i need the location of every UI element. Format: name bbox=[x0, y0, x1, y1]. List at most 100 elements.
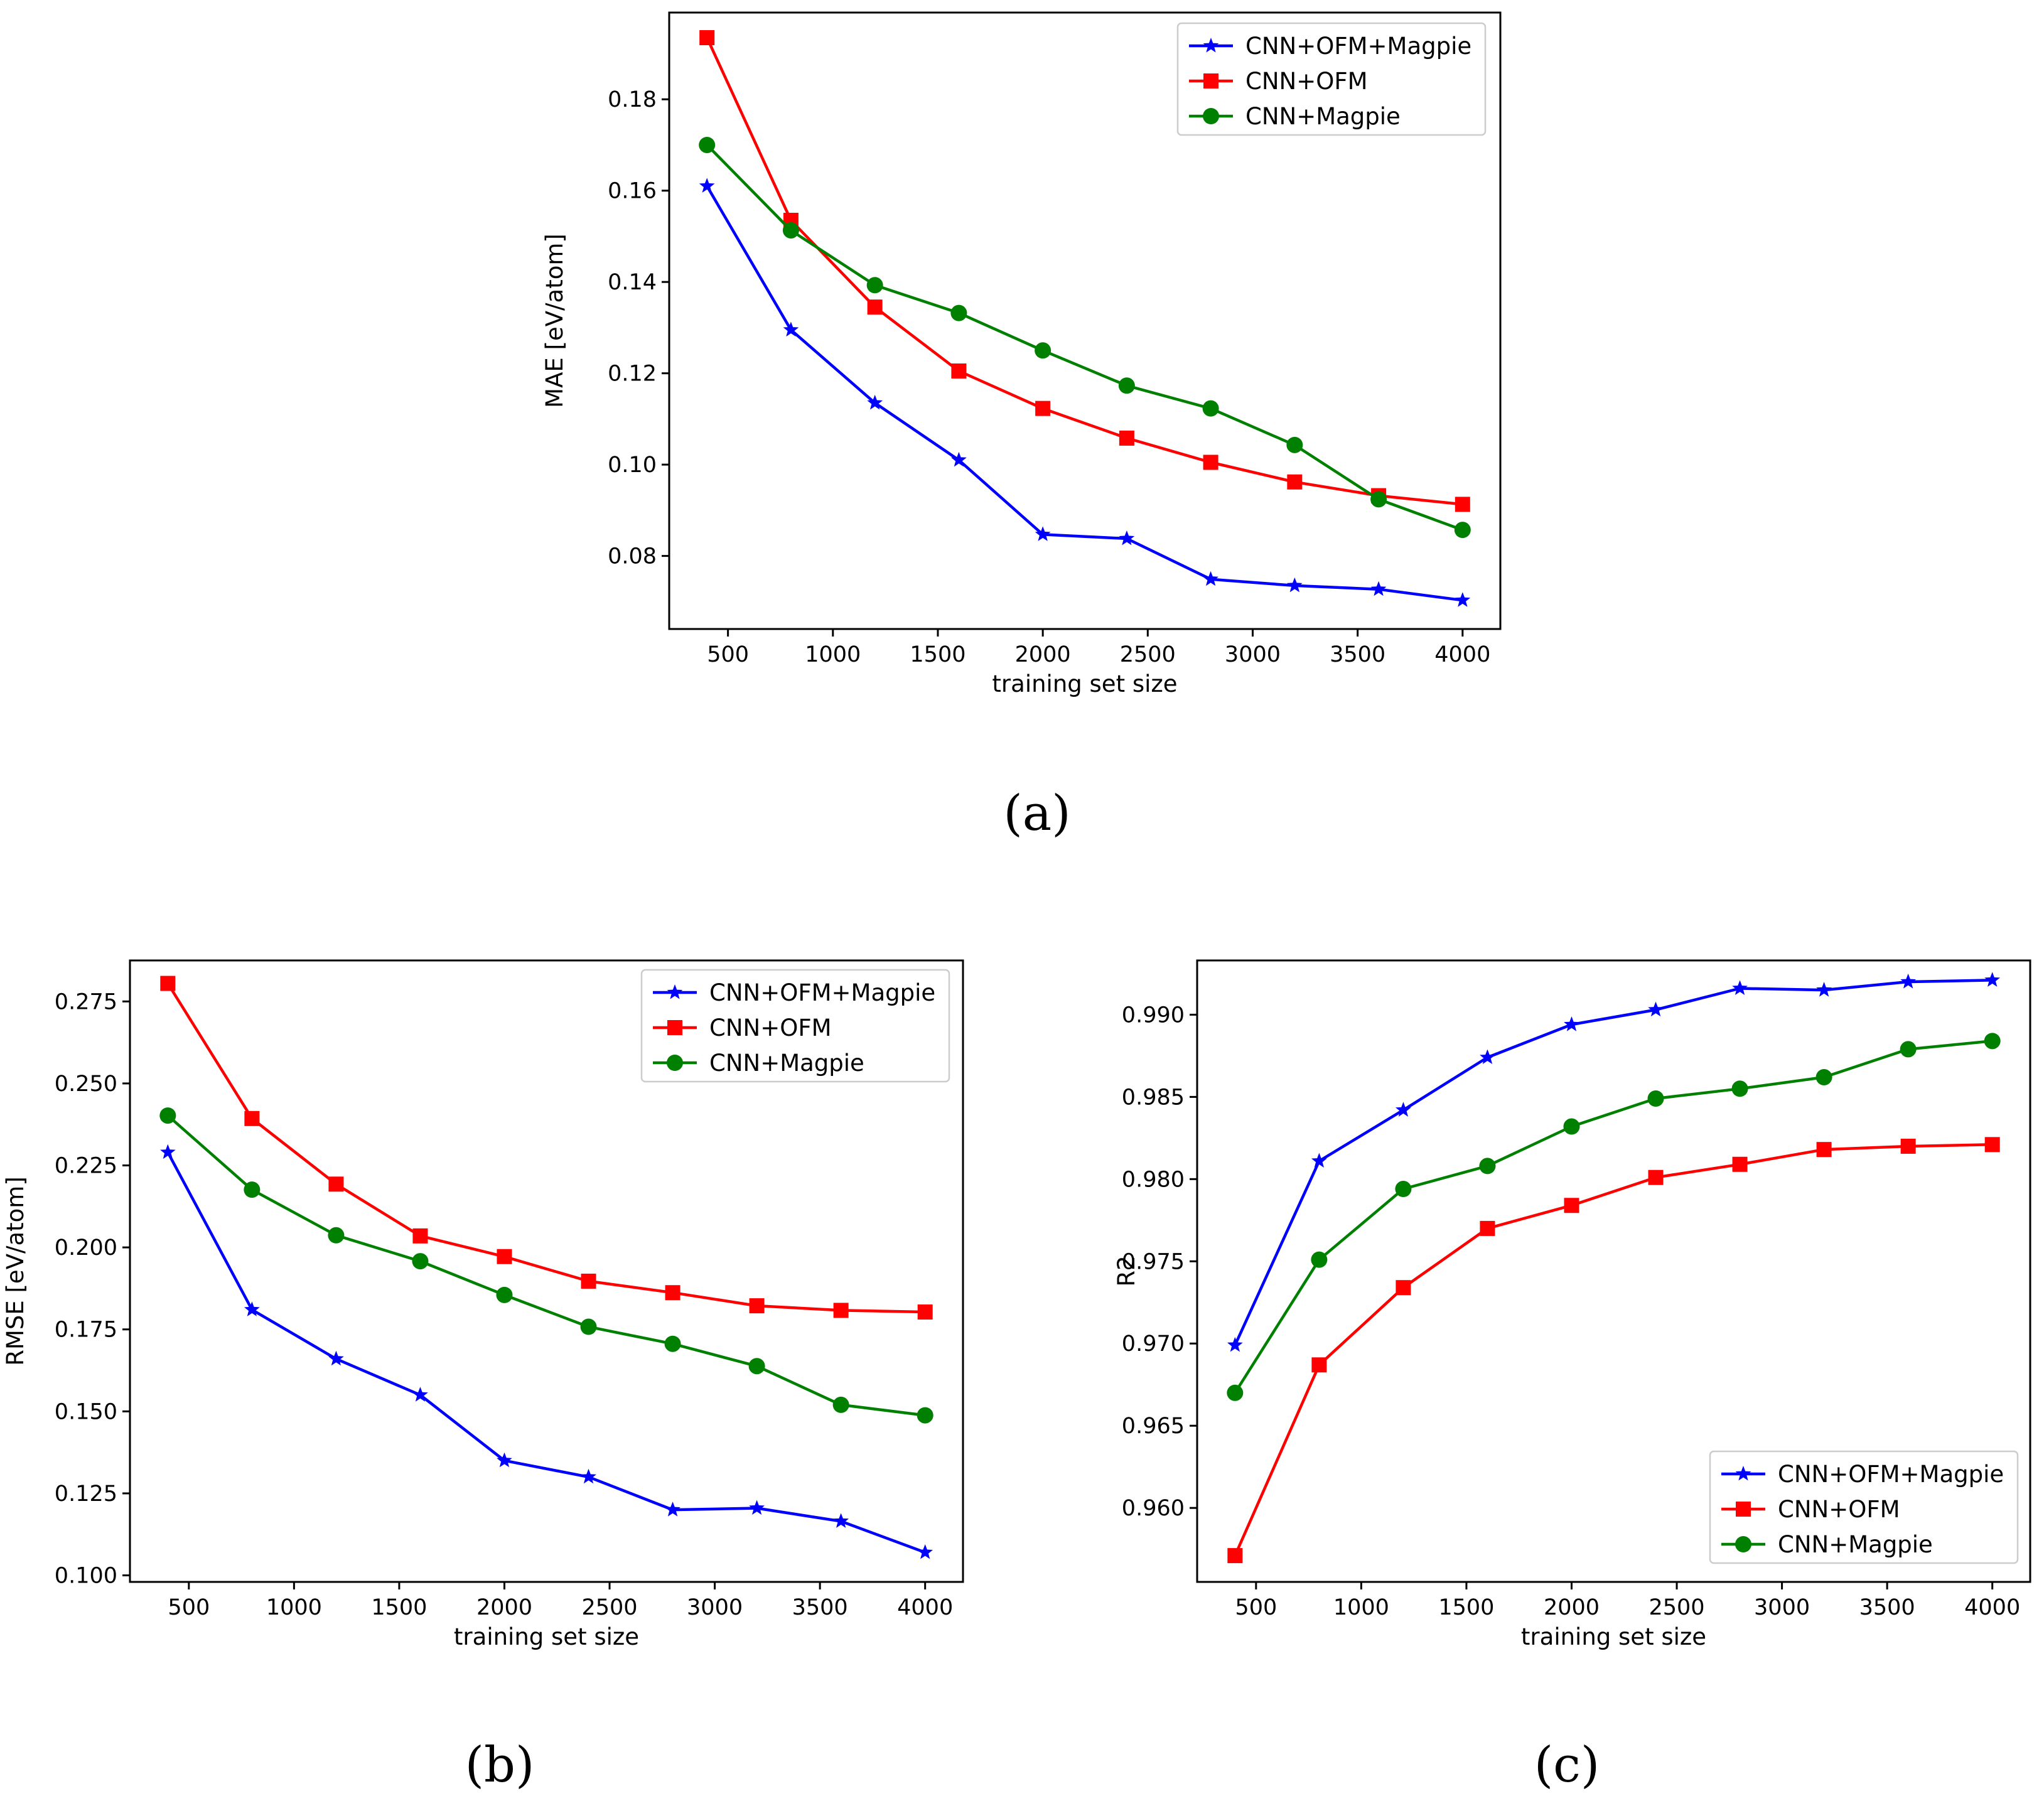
data-point bbox=[665, 1285, 680, 1301]
legend-box bbox=[640, 969, 950, 1083]
series-cnn-magpie bbox=[159, 1107, 933, 1424]
y-tick-label: 0.18 bbox=[608, 87, 657, 112]
x-tick-label: 3500 bbox=[1859, 1595, 1915, 1620]
data-point bbox=[749, 1500, 765, 1515]
y-axis-label: MAE [eV/atom] bbox=[541, 234, 568, 408]
data-point bbox=[1370, 491, 1387, 508]
data-point bbox=[328, 1176, 344, 1192]
y-tick-label: 0.200 bbox=[55, 1235, 117, 1261]
legend-item-cnn-ofm-magpie: CNN+OFM+Magpie bbox=[1189, 33, 1471, 60]
legend: CNN+OFM+Magpie CNN+OFM CNN+Magpie bbox=[1176, 22, 1487, 136]
data-point bbox=[1455, 497, 1470, 512]
plot-area-frame bbox=[129, 959, 964, 1583]
y-axis-label: RMSE [eV/atom] bbox=[2, 1176, 29, 1366]
data-point bbox=[1286, 436, 1303, 453]
y-tick-label: 0.100 bbox=[55, 1564, 117, 1589]
x-tick-label: 500 bbox=[1235, 1595, 1277, 1620]
series-line bbox=[166, 982, 925, 1314]
data-point bbox=[782, 222, 799, 239]
data-point bbox=[783, 321, 799, 337]
x-tick-label: 1500 bbox=[371, 1595, 427, 1620]
data-point bbox=[699, 136, 716, 153]
x-tick-label: 2500 bbox=[1649, 1595, 1704, 1620]
series-cnn-ofm bbox=[1227, 1137, 2000, 1564]
panel-a-mae-chart: 500 1000 1500 2000 2500 3000 3500 4000 0.08 0.10… bbox=[541, 11, 1502, 842]
legend-item-cnn-magpie: CNN+Magpie bbox=[653, 1050, 864, 1077]
legend-marker bbox=[667, 1055, 683, 1071]
data-point bbox=[699, 30, 715, 46]
data-point bbox=[412, 1253, 429, 1270]
data-point bbox=[749, 1298, 765, 1314]
x-tick-label: 2500 bbox=[1120, 642, 1176, 667]
data-point bbox=[1732, 980, 1748, 995]
legend-label: CNN+OFM+Magpie bbox=[709, 979, 935, 1006]
data-point bbox=[496, 1286, 513, 1303]
series-line bbox=[1234, 979, 1993, 1346]
series-cnn-ofm-magpie bbox=[1227, 972, 2000, 1352]
data-point bbox=[1564, 1198, 1579, 1213]
x-tick-label: 2500 bbox=[581, 1595, 637, 1620]
data-point bbox=[1984, 1137, 2000, 1153]
x-tick-label: 4000 bbox=[897, 1595, 953, 1620]
data-point bbox=[1455, 592, 1471, 607]
series-line bbox=[706, 185, 1463, 602]
data-point bbox=[832, 1396, 849, 1413]
data-point bbox=[1454, 522, 1471, 539]
series-line bbox=[1234, 1143, 1993, 1557]
data-point bbox=[950, 304, 967, 321]
data-point bbox=[699, 178, 715, 193]
legend-item-cnn-magpie: CNN+Magpie bbox=[1189, 103, 1401, 130]
data-point bbox=[951, 363, 967, 379]
legend-item-cnn-ofm: CNN+OFM bbox=[1721, 1496, 1900, 1523]
legend-label: CNN+OFM+Magpie bbox=[1245, 33, 1471, 60]
y-tick-label: 0.980 bbox=[1122, 1167, 1185, 1192]
data-point bbox=[1118, 377, 1135, 394]
y-tick-label: 0.275 bbox=[55, 989, 117, 1014]
legend: CNN+OFM+Magpie CNN+OFM CNN+Magpie bbox=[1709, 1450, 2019, 1564]
data-point bbox=[1311, 1357, 1327, 1373]
data-point bbox=[917, 1544, 933, 1559]
x-axis-label: training set size bbox=[454, 1623, 639, 1650]
data-point bbox=[1119, 430, 1134, 446]
data-point bbox=[1287, 577, 1303, 593]
data-point bbox=[1648, 1169, 1664, 1185]
legend-label: CNN+Magpie bbox=[1245, 103, 1401, 130]
plot-area-frame bbox=[1196, 959, 2031, 1583]
data-point bbox=[412, 1387, 428, 1402]
data-point bbox=[1984, 1033, 2001, 1050]
x-tick-label: 1000 bbox=[805, 642, 861, 667]
x-tick-label: 1500 bbox=[1438, 1595, 1494, 1620]
data-point bbox=[244, 1181, 261, 1198]
data-point bbox=[1396, 1102, 1411, 1117]
data-point bbox=[1395, 1181, 1412, 1198]
y-tick-label: 0.225 bbox=[55, 1154, 117, 1179]
y-tick-label: 0.990 bbox=[1122, 1003, 1185, 1028]
data-point bbox=[1648, 1001, 1664, 1017]
legend-item-cnn-ofm-magpie: CNN+OFM+Magpie bbox=[1721, 1461, 2004, 1488]
series-line bbox=[166, 1114, 925, 1417]
data-point bbox=[1480, 1049, 1495, 1064]
legend-item-cnn-ofm: CNN+OFM bbox=[1189, 68, 1368, 95]
data-point bbox=[1203, 571, 1218, 586]
legend-item-cnn-ofm: CNN+OFM bbox=[653, 1014, 832, 1041]
data-point bbox=[581, 1468, 596, 1484]
data-point bbox=[951, 451, 967, 467]
data-point bbox=[1479, 1158, 1496, 1175]
y-tick-label: 0.960 bbox=[1122, 1496, 1185, 1521]
data-point bbox=[244, 1110, 260, 1126]
data-point bbox=[867, 394, 883, 410]
y-tick-label: 0.975 bbox=[1122, 1249, 1185, 1274]
data-point bbox=[664, 1335, 681, 1352]
plot-area-frame bbox=[668, 11, 1502, 630]
data-point bbox=[328, 1227, 345, 1244]
x-axis-label: training set size bbox=[1521, 1623, 1706, 1650]
data-point bbox=[160, 976, 176, 991]
y-tick-label: 0.175 bbox=[55, 1318, 117, 1343]
legend-marker bbox=[1735, 1466, 1751, 1481]
data-point bbox=[1396, 1280, 1411, 1296]
legend-marker bbox=[667, 1020, 682, 1035]
x-tick-label: 500 bbox=[707, 642, 749, 667]
x-tick-label: 1500 bbox=[910, 642, 966, 667]
panel-c-r2-chart: 500 1000 1500 2000 2500 3000 3500 4000 0.960 0.9… bbox=[1113, 959, 2031, 1793]
